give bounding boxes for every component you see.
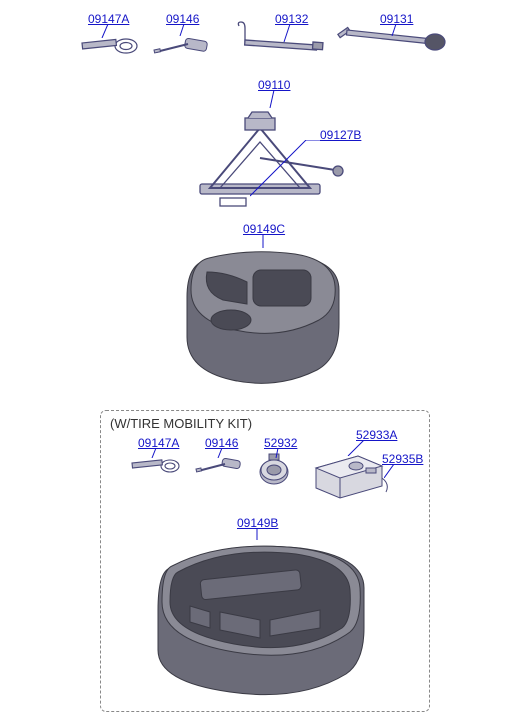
label-09127b[interactable]: 09127B — [320, 128, 361, 142]
section-title: (W/TIRE MOBILITY KIT) — [110, 416, 252, 431]
label-52932[interactable]: 52932 — [264, 436, 297, 450]
tool-case-top-icon — [177, 242, 347, 392]
tool-case-bottom-icon — [150, 532, 370, 702]
compressor-icon — [310, 450, 390, 500]
label-09147a-bot[interactable]: 09147A — [138, 436, 179, 450]
